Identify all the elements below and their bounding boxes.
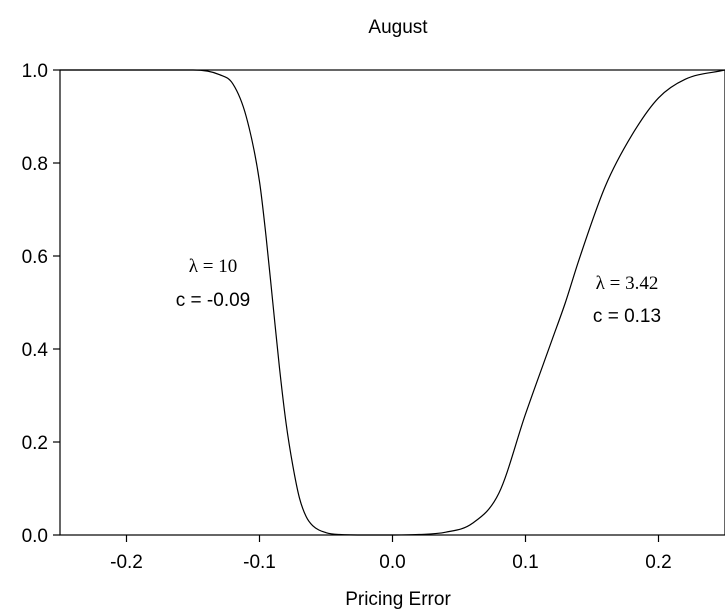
annotation-right-lambda: λ = 3.42: [596, 273, 659, 294]
chart-title: August: [368, 17, 428, 38]
y-tick-label: 0.6: [22, 247, 48, 268]
annotation-right-c: c = 0.13: [593, 306, 661, 327]
y-axis: 0.0 0.2 0.4 0.6 0.8 1.0: [22, 61, 60, 547]
x-tick-label: 0.0: [379, 552, 405, 573]
annotation-left-c: c = -0.09: [176, 290, 250, 311]
x-tick-label: 0.2: [645, 552, 671, 573]
series-layer: [60, 69, 725, 536]
y-tick-label: 0.4: [22, 340, 49, 361]
x-axis: -0.2 -0.1 0.0 0.1 0.2: [110, 535, 672, 573]
y-tick-label: 0.2: [22, 433, 48, 454]
x-tick-label: 0.1: [512, 552, 538, 573]
annotation-right: λ = 3.42 c = 0.13: [593, 273, 661, 327]
x-axis-label: Pricing Error: [345, 589, 451, 610]
y-tick-label: 0.0: [22, 526, 48, 547]
y-tick-label: 0.8: [22, 154, 48, 175]
annotation-left: λ = 10 c = -0.09: [176, 256, 250, 311]
x-tick-label: -0.1: [243, 552, 276, 573]
y-tick-label: 1.0: [22, 61, 48, 82]
plot-frame: [59, 69, 725, 536]
series-line-right: [392, 69, 725, 536]
annotation-left-lambda: λ = 10: [189, 256, 237, 277]
series-line-left: [60, 69, 393, 536]
x-tick-label: -0.2: [110, 552, 143, 573]
